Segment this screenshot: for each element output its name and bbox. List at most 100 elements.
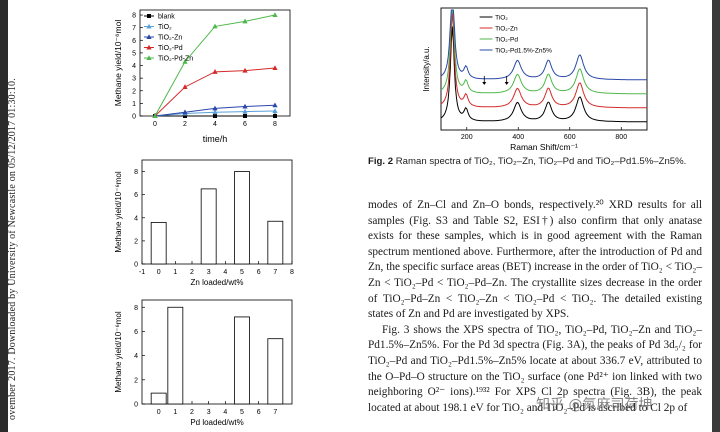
y-tick-label: 2: [134, 238, 138, 245]
legend-entry: TiO₂-Pd: [495, 37, 518, 44]
bar: [234, 171, 250, 265]
data-point: [242, 67, 248, 73]
bar: [150, 222, 167, 265]
legend-entry: TiO₂-Zn: [495, 26, 518, 33]
bar: [234, 316, 250, 405]
data-point: [212, 69, 218, 74]
x-axis-label: Pd loaded/wt%: [190, 418, 243, 427]
bar: [167, 306, 184, 405]
data-point: [273, 114, 277, 118]
y-tick-label: 6: [134, 329, 138, 336]
pd-loading-chart: 0 2 4 6 8 0 1 2 3 4 5 6 7 Pd loaded/wt% Methane yield/…: [112, 292, 302, 432]
x-tick-label: 600: [564, 134, 576, 141]
legend-entry: TiO₂-Pd-Zn: [158, 56, 193, 63]
x-tick-label: 6: [257, 409, 261, 416]
caption-text: Raman spectra of TiO₂, TiO₂–Zn, TiO₂–Pd …: [395, 156, 687, 167]
x-tick-label: 6: [257, 269, 261, 276]
x-tick-label: 4: [223, 409, 227, 416]
x-tick-label: 0: [157, 409, 161, 416]
data-point: [182, 58, 188, 64]
data-point: [212, 23, 218, 29]
y-tick-label: 0: [132, 114, 136, 121]
data-point: [183, 114, 187, 118]
data-point: [272, 12, 278, 18]
y-tick-label: 1: [132, 101, 136, 108]
data-point: [212, 109, 218, 115]
time-course-chart: 0 1 2 3 4 5 6 7 8 0 2 4 6 8 time/h Methane yield/10⁻⁶mo…: [112, 4, 302, 150]
watermark: 知乎 @氮麻司荷坤: [536, 397, 653, 413]
data-point: [272, 108, 278, 113]
x-tick-label: 3: [207, 409, 211, 416]
x-tick-label: -1: [139, 269, 145, 276]
data-point: [242, 103, 248, 109]
paragraph: modes of Zn–Cl and Zn–O bonds, respectiv…: [368, 199, 702, 321]
data-point: [242, 108, 248, 114]
figure-2-caption: Fig. 2 Raman spectra of TiO₂, TiO₂–Zn, T…: [368, 156, 704, 167]
y-tick-label: 2: [134, 377, 138, 384]
data-point: [146, 34, 152, 39]
spectrum-line: [440, 26, 647, 123]
download-notice: ovember 2017. Downloaded by University o…: [7, 78, 18, 420]
x-tick-label: 7: [273, 269, 277, 276]
x-tick-label: 8: [273, 121, 277, 128]
y-tick-label: 7: [132, 25, 136, 32]
data-point: [213, 114, 217, 118]
plot-frame: [440, 7, 648, 131]
x-tick-label: 200: [461, 134, 473, 141]
y-axis-label: Methane yield/10⁻⁶mol: [114, 171, 123, 253]
x-axis-label: Zn loaded/wt%: [191, 278, 244, 287]
article-body: modes of Zn–Cl and Zn–O bonds, respectiv…: [368, 198, 702, 416]
x-axis-label: time/h: [203, 134, 228, 144]
data-point: [146, 55, 152, 60]
x-tick-label: 2: [190, 269, 194, 276]
x-axis-label: Raman Shift/cm⁻¹: [510, 142, 578, 152]
y-tick-label: 4: [132, 63, 136, 70]
data-point: [152, 113, 158, 118]
x-tick-label: 2: [183, 121, 187, 128]
y-tick-label: 4: [134, 353, 138, 360]
legend-entry: TiO₂-Pd1.5%-Zn5%: [495, 48, 552, 55]
caption-label: Fig. 2: [368, 156, 394, 167]
legend-entry: TiO₂-Zn: [158, 35, 182, 42]
y-tick-label: 4: [134, 215, 138, 222]
x-tick-label: 3: [207, 269, 211, 276]
data-point: [146, 44, 152, 50]
x-tick-label: 5: [240, 409, 244, 416]
x-tick-label: 8: [290, 269, 294, 276]
data-point: [272, 102, 278, 108]
x-tick-label: 800: [615, 134, 627, 141]
data-point: [182, 109, 188, 115]
scan-right-edge: [712, 0, 720, 432]
y-tick-label: 6: [132, 38, 136, 45]
y-tick-label: 0: [134, 402, 138, 409]
arrow-head: [504, 82, 509, 85]
y-axis-label: Methane yield/10⁻⁶mol: [114, 311, 123, 393]
x-tick-label: 4: [213, 121, 217, 128]
x-tick-label: 4: [223, 269, 227, 276]
data-point: [146, 23, 152, 29]
arrow-head: [482, 82, 487, 85]
spectrum-line: [440, 9, 647, 95]
y-axis-label: Methane yield/10⁻⁶mol: [113, 20, 123, 107]
plot-frame: [141, 299, 293, 405]
x-tick-label: 400: [512, 134, 524, 141]
data-point: [243, 114, 247, 118]
data-point: [182, 84, 188, 89]
x-tick-label: 7: [273, 409, 277, 416]
y-tick-label: 5: [132, 50, 136, 57]
x-tick-label: 5: [240, 269, 244, 276]
legend-entry: blank: [158, 14, 175, 21]
y-tick-label: 8: [134, 305, 138, 312]
x-tick-label: 1: [173, 269, 177, 276]
y-tick-label: 3: [132, 76, 136, 83]
x-tick-label: 1: [173, 409, 177, 416]
bar: [200, 188, 217, 265]
paragraph: Fig. 3 shows the XPS spectra of TiO₂, Ti…: [368, 323, 702, 414]
x-tick-label: 6: [243, 121, 247, 128]
data-point: [212, 105, 218, 111]
legend-entry: TiO₂: [495, 15, 508, 22]
zn-loading-chart: 0 2 4 6 8 -1 0 1 2 3 4 5 6 7 8 Zn loaded/wt% Methane yie…: [112, 152, 302, 292]
bar: [267, 220, 284, 265]
y-tick-label: 8: [134, 169, 138, 176]
spectrum-line: [440, 9, 647, 81]
